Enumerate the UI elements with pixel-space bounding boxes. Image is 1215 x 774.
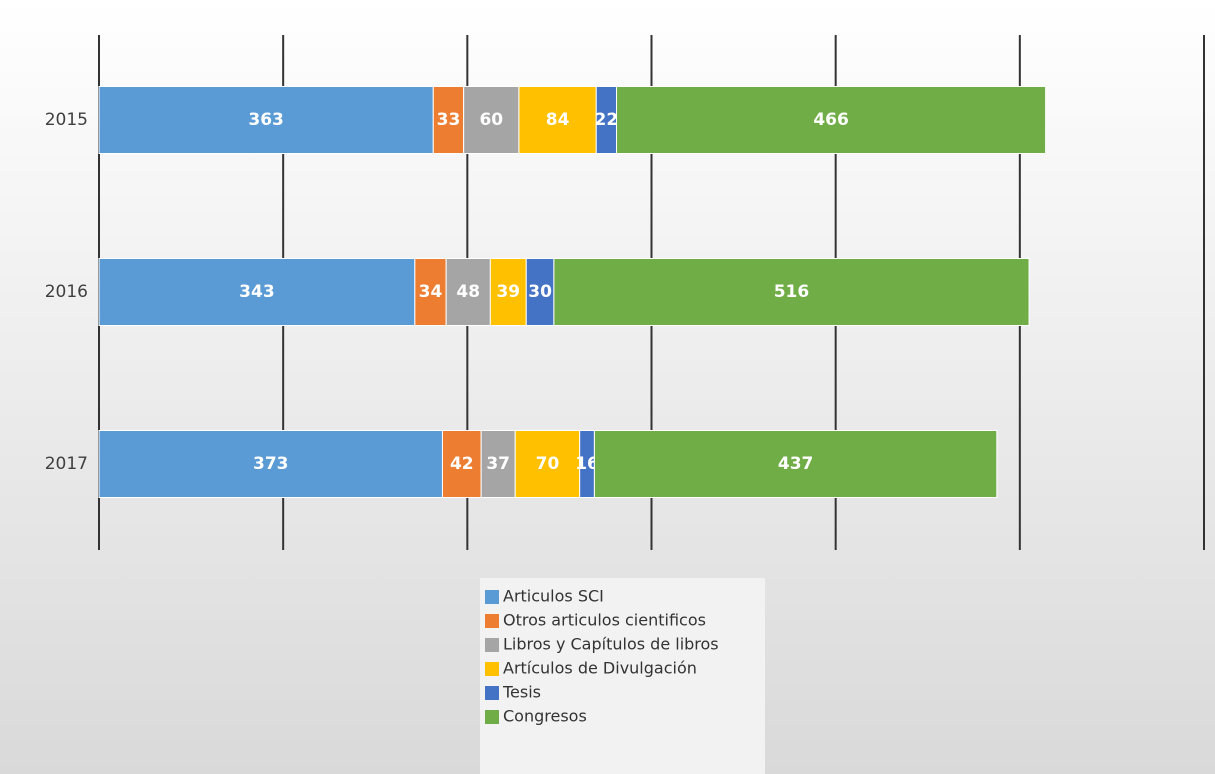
legend-box (480, 578, 765, 774)
data-label: 343 (239, 282, 275, 302)
data-label: 466 (813, 110, 849, 130)
y-tick-label: 2017 (45, 454, 88, 474)
data-label: 84 (546, 110, 570, 130)
data-label: 70 (536, 454, 560, 474)
data-label: 30 (528, 282, 552, 302)
y-tick-label: 2015 (45, 110, 88, 130)
legend-swatch (485, 662, 499, 676)
y-tick-label: 2016 (45, 282, 88, 302)
bar-segment (489, 258, 527, 326)
data-label: 37 (486, 454, 510, 474)
legend-swatch (485, 638, 499, 652)
legend-swatch (485, 614, 499, 628)
data-label: 39 (496, 282, 520, 302)
legend-swatch (485, 686, 499, 700)
bar-segment (432, 86, 465, 154)
bar-segment (98, 430, 443, 498)
legend-label: Articulos SCI (503, 587, 604, 606)
data-label: 60 (479, 110, 503, 130)
legend-label: Congresos (503, 707, 587, 726)
bar-segment (480, 430, 516, 498)
data-label: 33 (437, 110, 461, 130)
bar-segment (525, 258, 555, 326)
bar-segment (441, 430, 482, 498)
bar-segment (98, 258, 416, 326)
bar-segment (98, 86, 434, 154)
legend-label: Artículos de Divulgación (503, 659, 697, 678)
data-label: 48 (456, 282, 480, 302)
data-label: 373 (253, 454, 289, 474)
data-label: 437 (778, 454, 814, 474)
bar-segment (445, 258, 491, 326)
bar-segment (463, 86, 520, 154)
legend-label: Otros articulos cientificos (503, 611, 706, 630)
bar-segment (514, 430, 581, 498)
bar-segment (593, 430, 998, 498)
data-label: 363 (248, 110, 284, 130)
bar-segment (616, 86, 1047, 154)
data-label: 42 (450, 454, 474, 474)
legend-label: Libros y Capítulos de libros (503, 635, 719, 654)
legend-swatch (485, 710, 499, 724)
data-label: 22 (595, 110, 619, 130)
legend-swatch (485, 590, 499, 604)
data-label: 34 (419, 282, 443, 302)
data-label: 516 (774, 282, 810, 302)
bar-segment (553, 258, 1030, 326)
bar-segment (414, 258, 447, 326)
data-label: 16 (575, 454, 599, 474)
bar-segment (518, 86, 597, 154)
legend-label: Tesis (502, 683, 541, 702)
